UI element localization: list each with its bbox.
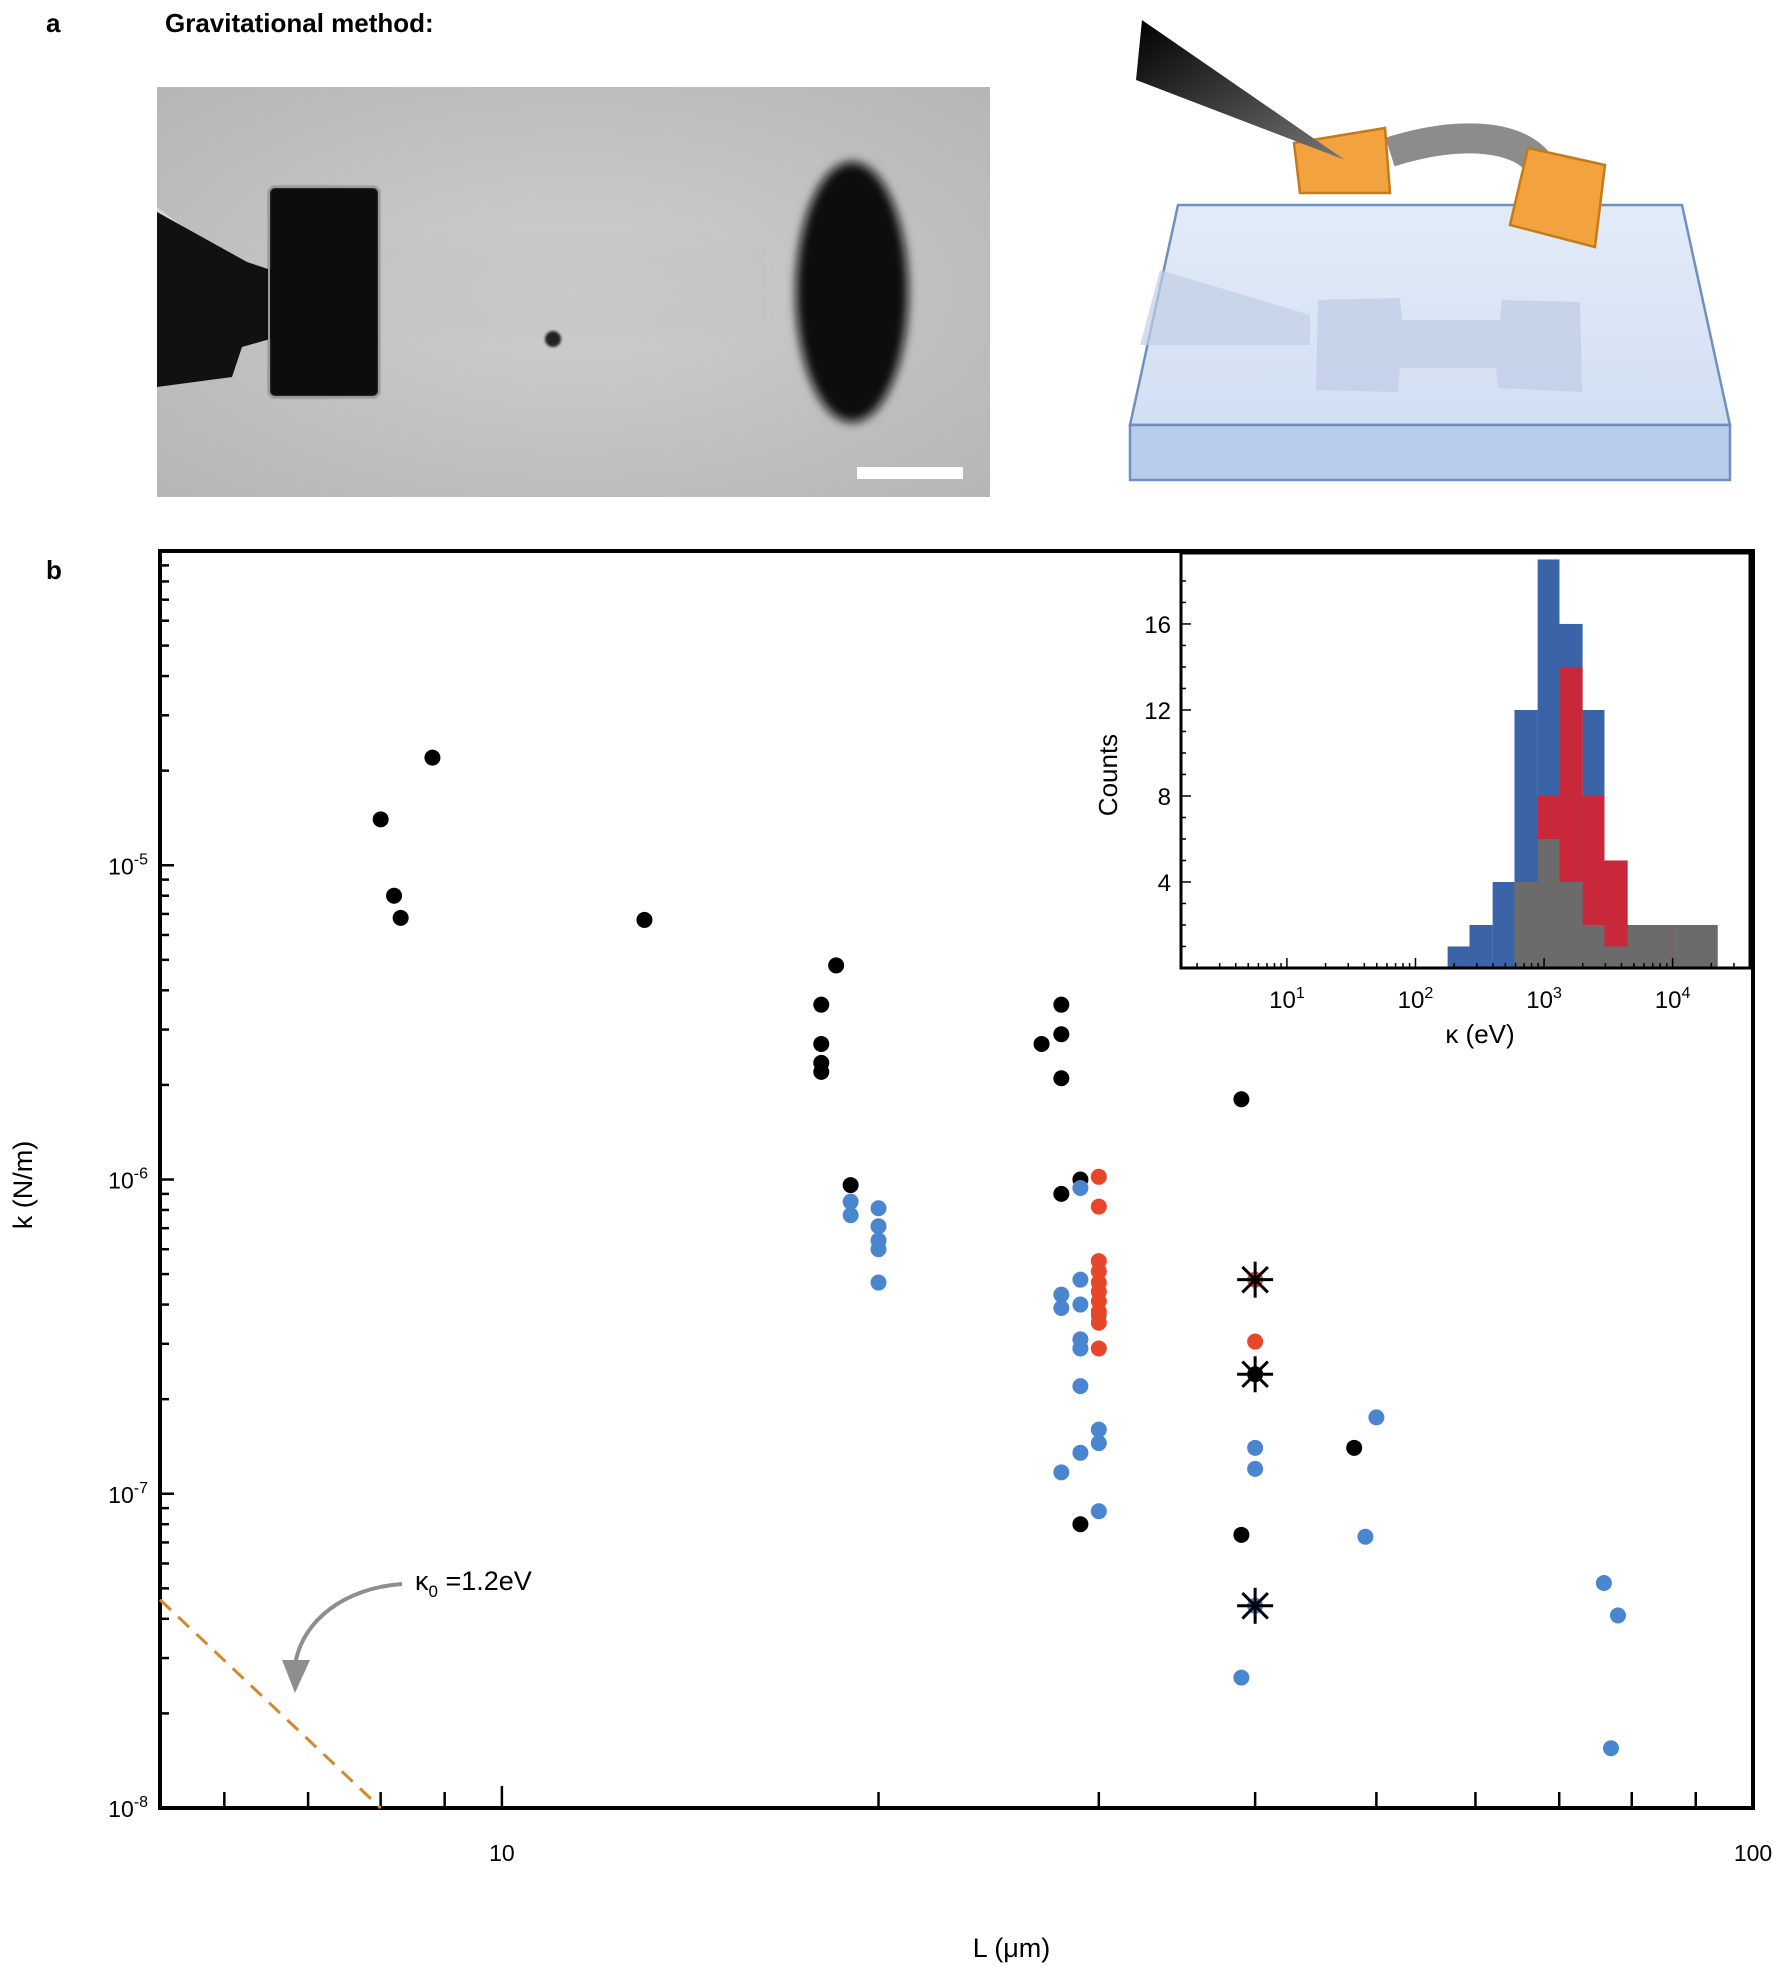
inset-y-axis-label: Counts [1093,734,1123,816]
inset-y-tick-label: 8 [1158,784,1171,811]
y-axis-label: k (N/m) [8,1141,38,1229]
scale-bar [857,467,963,479]
data-point [1072,1516,1089,1533]
data-point [1233,1526,1250,1543]
data-point [1053,1185,1070,1202]
data-point [842,1177,859,1194]
inset-y-tick-label: 16 [1144,612,1171,639]
inset-y-tick-label: 4 [1158,870,1171,897]
inset-background [1181,553,1750,968]
data-point [1090,1198,1107,1215]
histogram-bar [1649,924,1673,968]
inset-x-tick-label: 101 [1269,985,1305,1014]
data-point [1609,1607,1626,1624]
data-point [1595,1574,1612,1591]
data-point [870,1274,887,1291]
data-point [386,887,403,904]
data-point [372,811,389,828]
data-point [870,1218,887,1235]
data-point [1053,1286,1070,1303]
data-point [424,749,441,766]
asterisk-marker [1241,1265,1269,1294]
reference-annotation: κ0 =1.2eV [415,1566,532,1601]
histogram-bar [1604,946,1628,968]
data-point [870,1200,887,1217]
histogram-bar [1672,924,1695,968]
annotation-arrow-head [282,1660,310,1693]
inset-x-tick-label: 103 [1526,985,1562,1014]
data-point [392,909,409,926]
histogram-bar [1604,860,1628,968]
histogram-bar [1694,924,1718,968]
data-point [1090,1435,1107,1452]
x-tick-label: 10 [489,1840,515,1866]
data-point [1053,1464,1070,1481]
data-point [1368,1409,1385,1426]
y-tick-label: 10-5 [108,851,148,879]
data-point [1090,1168,1107,1185]
data-point [1090,1503,1107,1520]
data-point [1072,1296,1089,1313]
data-point [828,957,845,974]
inset-x-axis-label: κ (eV) [1445,1019,1514,1049]
data-point [870,1241,887,1258]
inset-x-tick-label: 102 [1398,985,1434,1014]
data-point [1090,1340,1107,1357]
y-tick-label: 10-8 [108,1794,148,1822]
data-point [1072,1444,1089,1461]
panel-a-label: a [46,8,61,38]
data-point [1247,1460,1264,1477]
y-tick-label: 10-7 [108,1480,148,1508]
data-point [1053,1070,1070,1087]
histogram-bar [1582,924,1605,968]
data-point [1053,1026,1070,1043]
asterisk-marker [1241,1592,1269,1620]
data-point [1357,1528,1374,1545]
inset-x-tick-label: 104 [1655,985,1691,1014]
reference-line [158,1598,382,1810]
data-point [1346,1439,1363,1456]
histogram-bar [1559,881,1583,968]
data-point [1090,1263,1107,1280]
data-point [1090,1314,1107,1331]
histogram-bar [1492,881,1515,968]
data-point [1072,1340,1089,1357]
inset-frame [1179,551,1752,970]
micrograph-image [157,87,990,497]
data-point [1602,1740,1619,1757]
data-point [636,911,653,928]
data-point [1247,1333,1264,1350]
x-axis-label: L (μm) [973,1933,1051,1963]
data-point [1090,1303,1107,1320]
data-point [1053,996,1070,1013]
annotation-arrow-shaft [293,1582,403,1666]
histogram-bar [1514,881,1538,968]
x-tick-label: 100 [1734,1840,1772,1866]
histogram-bar [1537,838,1560,968]
histogram-bar [1627,924,1650,968]
inset-y-tick-label: 12 [1144,698,1171,725]
panel-a-title: Gravitational method: [165,8,434,38]
data-point [1053,1300,1070,1317]
panel-b-label: b [46,555,62,585]
y-tick-label: 10-6 [108,1166,148,1194]
schematic-diagram [1128,20,1732,482]
data-point [1072,1271,1089,1288]
data-point [813,1063,830,1080]
data-point [1233,1091,1250,1108]
data-point [813,996,830,1013]
data-point [842,1193,859,1210]
data-point [1233,1669,1250,1686]
histogram-bar [1447,946,1470,968]
data-point [1033,1035,1050,1052]
data-point [1072,1179,1089,1196]
histogram-bar [1469,924,1493,968]
data-point [1247,1439,1264,1456]
asterisk-marker [1241,1360,1269,1389]
data-point [813,1035,830,1052]
data-point [1072,1378,1089,1395]
data-point [842,1207,859,1224]
data-point [1090,1421,1107,1438]
